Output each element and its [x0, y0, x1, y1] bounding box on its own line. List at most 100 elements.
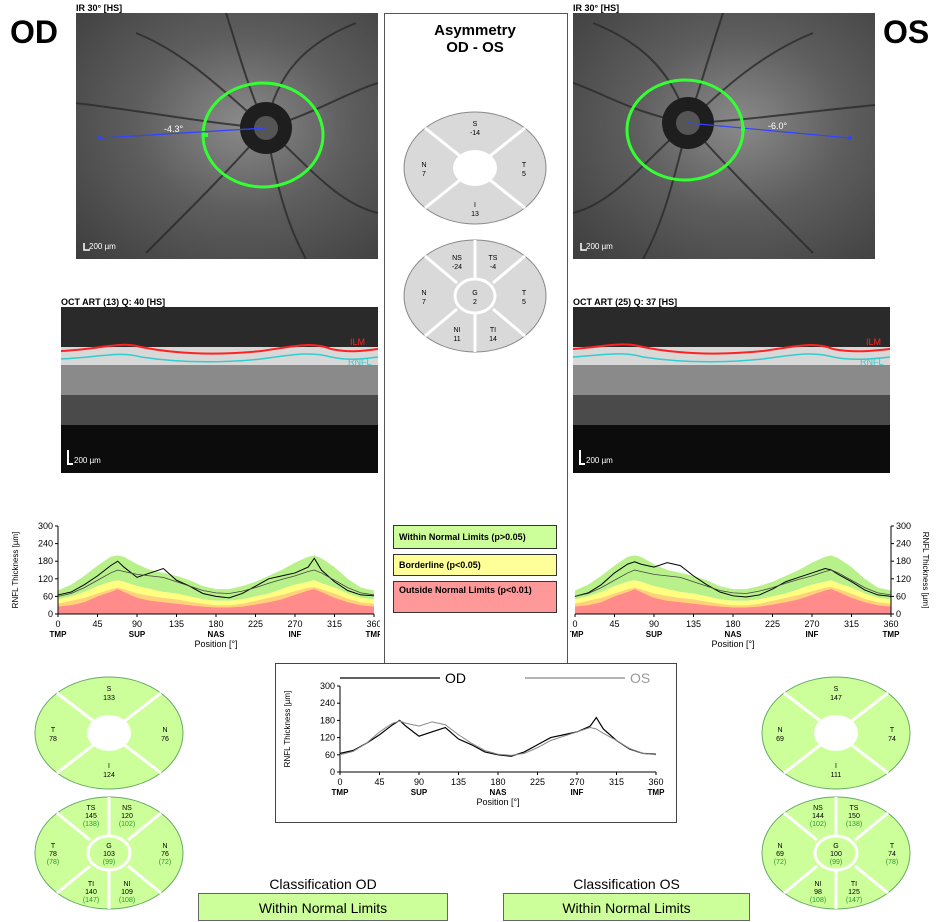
od-s-n-ref: (72): [159, 859, 171, 866]
legend-borderline: Borderline (p<0.05): [393, 554, 557, 576]
asym-q-t-label: T: [522, 162, 527, 169]
od-s-n-label: N: [162, 843, 167, 850]
fundus-od-image: -4.3° 200 µm: [76, 13, 378, 259]
os-s-ts-ref: (138): [846, 821, 862, 828]
y-tick-label: 180: [38, 556, 53, 566]
region-label: NAS: [490, 788, 508, 797]
y-tick-label: 300: [38, 521, 53, 531]
borderline-band: [575, 580, 891, 606]
region-label: TMP: [50, 630, 68, 639]
os-q-t-label: T: [890, 727, 895, 734]
oct-os-rnfl: RNFL: [860, 357, 884, 367]
oct-os-overlay: ILM RNFL 200 µm: [573, 307, 890, 465]
os-q-t-value: 74: [888, 736, 896, 743]
od-s-ts-ref: (138): [83, 821, 99, 828]
oct-od-overlay: ILM RNFL 200 µm: [61, 307, 378, 465]
asym-s-ns-label: NS: [452, 255, 462, 262]
y-tick-label: 300: [320, 681, 335, 691]
asym-s-g-label: G: [472, 290, 477, 297]
y-tick-label: 180: [896, 556, 911, 566]
x-tick-label: 180: [208, 619, 223, 629]
od-q-i-value: 124: [103, 772, 115, 779]
region-label: SUP: [646, 630, 663, 639]
od-q-t-label: T: [51, 727, 56, 734]
asym-s-t-label: T: [522, 290, 527, 297]
os-s-ts-value: 150: [848, 813, 860, 820]
asymmetry-title-line1: Asymmetry: [434, 22, 516, 39]
x-tick-label: 90: [132, 619, 142, 629]
od-s-ni-value: 109: [121, 889, 133, 896]
os-s-n-value: 69: [776, 851, 784, 858]
x-axis-label: Position [°]: [476, 797, 519, 807]
os-s-ni-value: 98: [814, 889, 822, 896]
od-s-ns-ref: (102): [119, 821, 135, 828]
y-tick-label: 60: [43, 591, 53, 601]
x-tick-label: 360: [648, 777, 663, 787]
sector-chart-os: NS 144 (102) TS 150 (138) N 69 (72) G 10…: [761, 796, 911, 910]
asym-s-n-value: 7: [422, 299, 426, 306]
x-tick-label: 0: [572, 619, 577, 629]
od-q-s-value: 133: [103, 695, 115, 702]
series-line-1: [57, 569, 375, 597]
asym-q-t-value: 5: [522, 171, 526, 178]
region-label: SUP: [411, 788, 428, 797]
fundus-od-label: IR 30° [HS]: [76, 3, 123, 13]
os-s-ts-label: TS: [850, 805, 859, 812]
od-s-ti-label: TI: [88, 881, 94, 888]
x-tick-label: 45: [92, 619, 102, 629]
series-line-1: [574, 569, 892, 597]
asym-q-s-value: -14: [470, 130, 480, 137]
os-s-g-ref: (99): [830, 859, 842, 866]
asym-s-ni-label: NI: [454, 327, 461, 334]
fundus-os-overlay: -6.0° 200 µm: [573, 13, 875, 259]
outside-band: [58, 589, 374, 614]
asym-s-ni-value: 11: [453, 336, 460, 343]
region-label: INF: [571, 788, 584, 797]
asymmetry-title-line2: OD - OS: [446, 39, 504, 56]
series-line-0: [57, 557, 375, 599]
asym-q-i-value: 13: [471, 211, 479, 218]
y-tick-label: 240: [320, 698, 335, 708]
os-s-n-label: N: [777, 843, 782, 850]
rnfl-chart-os: 06012018024030004590135180225270315360TM…: [570, 521, 930, 649]
oct-os-image: ILM RNFL 200 µm: [573, 307, 890, 473]
region-label: TMP: [366, 630, 380, 639]
od-s-t-label: T: [51, 843, 56, 850]
od-q-i-label: I: [108, 763, 110, 770]
y-tick-label: 0: [330, 767, 335, 777]
os-s-ns-label: NS: [813, 805, 823, 812]
y-tick-label: 180: [320, 715, 335, 725]
od-s-ns-label: NS: [122, 805, 132, 812]
os-s-g-label: G: [833, 843, 838, 850]
fundus-od-angle: -4.3°: [164, 124, 184, 134]
fundus-os-scale: 200 µm: [586, 242, 613, 251]
asym-s-ti-label: TI: [490, 327, 496, 334]
y-tick-label: 0: [48, 609, 53, 619]
x-tick-label: 180: [490, 777, 505, 787]
x-tick-label: 45: [374, 777, 384, 787]
normal-band: [58, 555, 374, 601]
x-tick-label: 90: [414, 777, 424, 787]
os-q-n-value: 69: [776, 736, 784, 743]
quadrant-chart-os: S 147 N 69 T 74 I 111: [761, 676, 911, 790]
y-tick-label: 120: [320, 733, 335, 743]
y-tick-label: 120: [38, 574, 53, 584]
oct-os-scale: 200 µm: [586, 456, 613, 465]
region-label: SUP: [129, 630, 146, 639]
x-tick-label: 225: [765, 619, 780, 629]
fundus-os-label: IR 30° [HS]: [573, 3, 620, 13]
x-tick-label: 315: [327, 619, 342, 629]
x-axis-label: Position [°]: [711, 639, 754, 649]
os-q-n-label: N: [777, 727, 782, 734]
od-s-ns-value: 120: [121, 813, 133, 820]
x-axis-label: Position [°]: [194, 639, 237, 649]
oct-od-scale: 200 µm: [74, 456, 101, 465]
x-tick-label: 360: [883, 619, 898, 629]
x-tick-label: 315: [844, 619, 859, 629]
os-s-ni-label: NI: [815, 881, 822, 888]
os-s-n-ref: (72): [774, 859, 786, 866]
oct-os-label: OCT ART (25) Q: 37 [HS]: [573, 297, 678, 307]
y-axis-label: RNFL Thickness [µm]: [283, 691, 292, 768]
